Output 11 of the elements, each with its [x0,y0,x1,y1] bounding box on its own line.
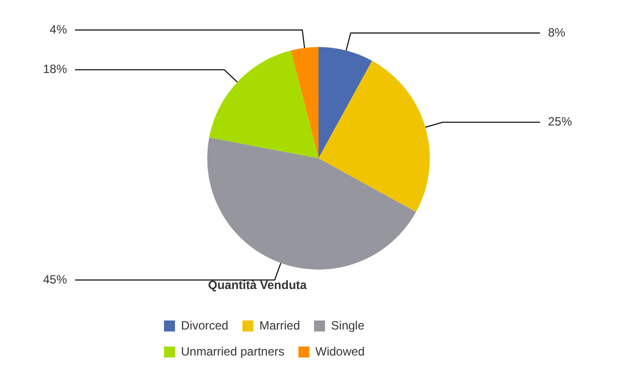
legend-label: Single [331,318,365,332]
legend-label: Divorced [181,318,228,332]
legend-label: Widowed [315,344,365,358]
legend-label: Unmarried partners [181,344,284,358]
legend-title: Quantità Venduta [208,278,308,292]
data-label: 45% [42,272,68,286]
data-label: 25% [548,114,572,129]
data-label: 8% [548,25,566,40]
legend-label: Married [259,318,300,332]
data-label: 4% [50,22,68,36]
data-label: 18% [42,62,68,76]
